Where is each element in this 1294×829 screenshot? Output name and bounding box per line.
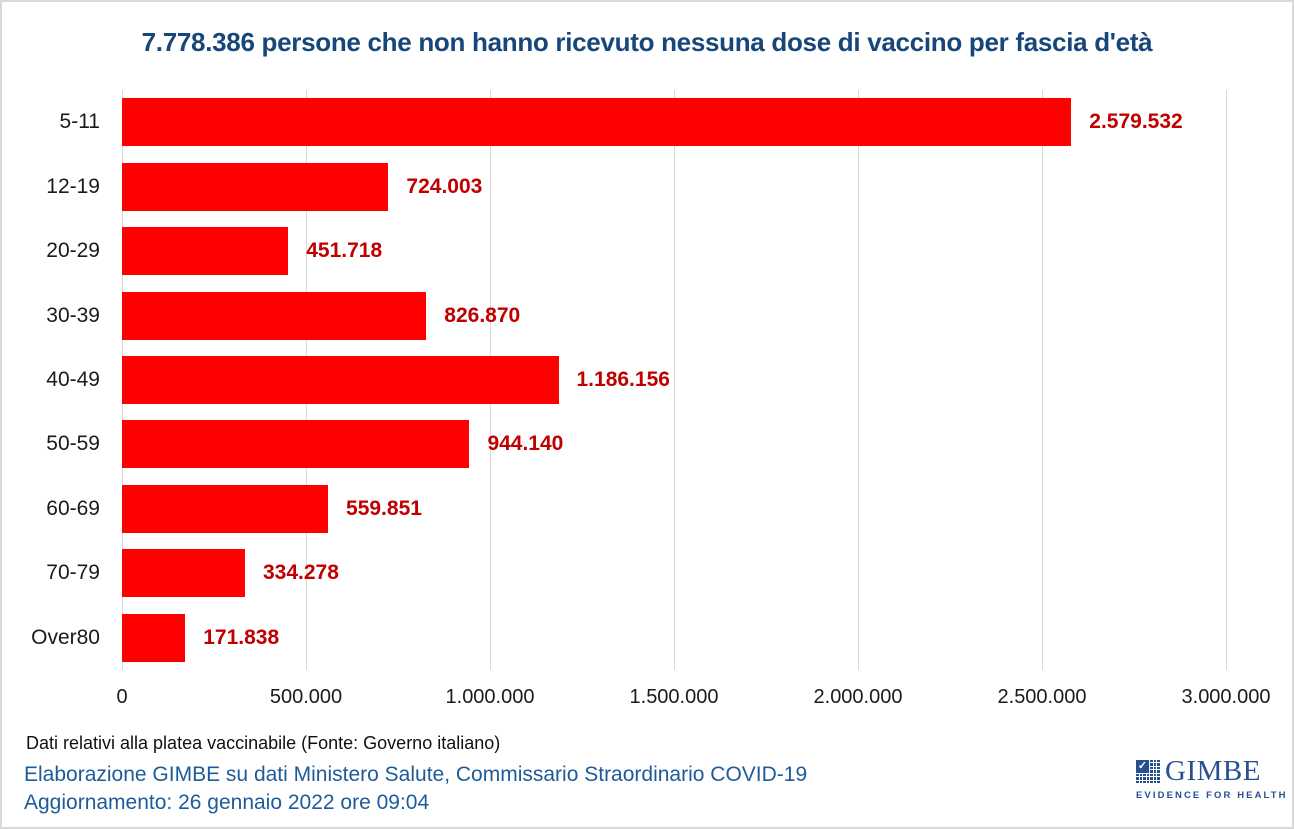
logo-grid-cell <box>1146 777 1150 780</box>
bar-row: 451.718 <box>122 219 1226 283</box>
logo-grid-cell <box>1157 763 1160 766</box>
logo-grid-cell <box>1150 777 1153 780</box>
bar-row: 559.851 <box>122 477 1226 541</box>
gridline <box>1226 90 1227 670</box>
x-tick-label: 3.000.000 <box>1181 686 1271 708</box>
gridline <box>1042 90 1043 670</box>
update-timestamp: Aggiornamento: 26 gennaio 2022 ore 09:04 <box>24 791 430 814</box>
logo-grid-cell <box>1136 773 1139 777</box>
bar-value-label: 944.140 <box>487 432 564 456</box>
logo-grid-cell <box>1157 777 1160 780</box>
category-label: 30-39 <box>46 303 100 327</box>
logo-grid-cell <box>1146 773 1150 777</box>
bar-value-label: 334.278 <box>263 561 339 585</box>
x-tick-label: 1.000.000 <box>445 686 535 708</box>
gridline <box>858 90 859 670</box>
bar-20-29 <box>122 227 289 276</box>
logo-grid-cell <box>1153 777 1157 780</box>
bar-row: 334.278 <box>122 541 1226 605</box>
bar-30-39 <box>122 291 427 340</box>
logo-grid-cell <box>1153 763 1157 766</box>
bar-12-19 <box>122 162 389 211</box>
elaboration-credit: Elaborazione GIMBE su dati Ministero Sal… <box>24 763 808 786</box>
logo-grid-cell <box>1157 780 1160 784</box>
logo-grid-cell <box>1136 780 1139 784</box>
logo-grid-cell <box>1153 773 1157 777</box>
gridline <box>674 90 675 670</box>
bar-Over80 <box>122 613 186 662</box>
category-label: 5-11 <box>59 110 100 134</box>
gimbe-logo-row: ✓ GIMBE <box>1136 757 1266 786</box>
logo-grid-cell <box>1153 770 1157 773</box>
logo-grid-cell <box>1157 766 1160 770</box>
logo-grid-cell <box>1150 759 1153 763</box>
bar-value-label: 826.870 <box>444 303 521 327</box>
logo-grid-cell <box>1139 777 1143 780</box>
logo-grid-cell <box>1146 780 1150 784</box>
gimbe-grid-check-icon: ✓ <box>1136 759 1160 784</box>
y-axis-category-labels: 5-11 12-19 20-29 30-39 40-49 50-59 60-69 70-79 O… <box>2 90 108 670</box>
x-axis-tick-labels: 0 500.000 1.000.000 1.500.000 2.000.000 2.500… <box>116 686 1270 716</box>
x-tick-label: 2.000.000 <box>813 686 903 708</box>
x-tick-label: 2.500.000 <box>997 686 1087 708</box>
gimbe-logo-name: GIMBE <box>1165 755 1261 787</box>
bar-value-label: 559.851 <box>346 496 422 520</box>
chart-title: 7.778.386 persone che non hanno ricevuto… <box>141 27 1153 57</box>
category-label: 50-59 <box>46 432 100 456</box>
logo-grid-cell <box>1157 759 1160 763</box>
bar-50-59 <box>122 420 470 469</box>
x-tick-label: 1.500.000 <box>629 686 719 708</box>
bar-value-label: 1.186.156 <box>576 367 670 391</box>
bar-value-label: 2.579.532 <box>1089 110 1183 134</box>
category-label: 20-29 <box>46 239 100 263</box>
logo-grid-cell <box>1153 766 1157 770</box>
logo-grid-cell <box>1157 773 1160 777</box>
gimbe-logo-tagline: EVIDENCE FOR HEALTH <box>1136 790 1288 801</box>
source-note: Dati relativi alla platea vaccinabile (F… <box>26 733 501 753</box>
logo-grid-cell <box>1157 770 1160 773</box>
logo-grid-cell <box>1136 777 1139 780</box>
logo-grid-cell <box>1143 777 1146 780</box>
category-label: 12-19 <box>46 174 100 198</box>
bar-row: 171.838 <box>122 606 1226 670</box>
logo-check-mark: ✓ <box>1136 759 1149 773</box>
logo-grid-cell <box>1139 780 1143 784</box>
x-tick-label: 0 <box>116 686 128 708</box>
bar-60-69 <box>122 484 329 533</box>
bar-40-49 <box>122 355 559 404</box>
bar-value-label: 724.003 <box>406 174 483 198</box>
bar-5-11 <box>122 98 1072 147</box>
logo-grid-cell <box>1153 759 1157 763</box>
logo-grid-cell <box>1150 766 1153 770</box>
logo-grid-cell <box>1153 780 1157 784</box>
bar-row: 826.870 <box>122 283 1226 347</box>
bar-row: 944.140 <box>122 412 1226 476</box>
bar-value-label: 451.718 <box>306 239 383 263</box>
bar-value-label: 171.838 <box>203 625 280 649</box>
logo-grid-cell <box>1150 773 1153 777</box>
bar-70-79 <box>122 549 245 598</box>
bar-row: 1.186.156 <box>122 348 1226 412</box>
logo-grid-cell <box>1150 763 1153 766</box>
logo-grid-cell <box>1150 780 1153 784</box>
bar-row: 724.003 <box>122 154 1226 218</box>
bar-row: 2.579.532 <box>122 90 1226 154</box>
category-label: Over80 <box>31 625 100 649</box>
logo-grid-cell <box>1139 773 1143 777</box>
category-label: 70-79 <box>46 561 100 585</box>
logo-grid-cell <box>1143 773 1146 777</box>
category-label: 40-49 <box>46 367 100 391</box>
category-label: 60-69 <box>46 496 100 520</box>
logo-grid-cell <box>1150 770 1153 773</box>
logo-grid-cell <box>1143 780 1146 784</box>
x-tick-label: 500.000 <box>269 686 343 708</box>
plot-area: 2.579.532 724.003 451.718 826.870 1.186.156 9… <box>122 90 1227 670</box>
gimbe-logo: ✓ GIMBE EVIDENCE FOR HEALTH <box>1136 757 1288 801</box>
